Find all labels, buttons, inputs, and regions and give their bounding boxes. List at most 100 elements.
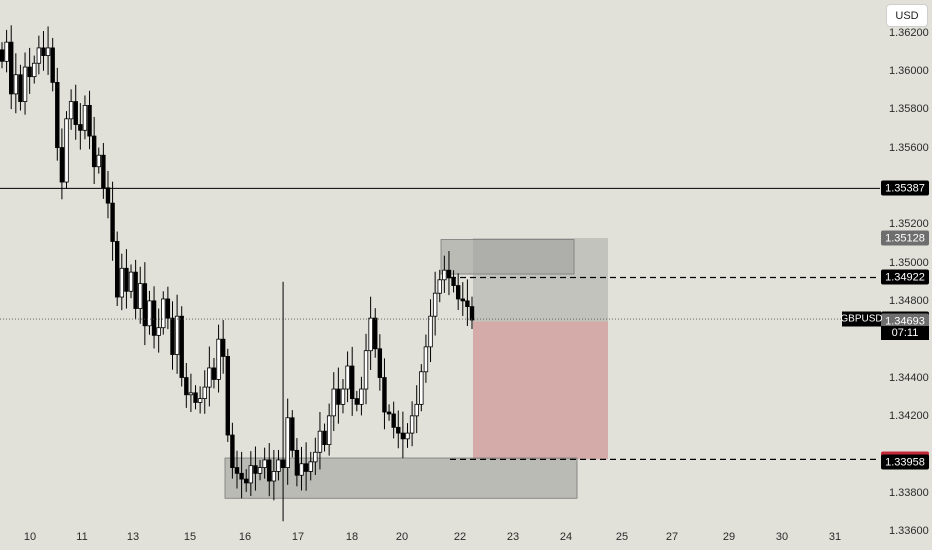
candle[interactable] xyxy=(428,299,433,363)
candle[interactable] xyxy=(276,449,281,481)
candle[interactable] xyxy=(409,401,415,447)
candle[interactable] xyxy=(124,249,129,309)
candle[interactable] xyxy=(82,95,88,140)
candle[interactable] xyxy=(465,279,470,326)
candle[interactable] xyxy=(41,31,46,71)
candle[interactable] xyxy=(64,111,69,189)
candle[interactable] xyxy=(469,296,475,330)
candle[interactable] xyxy=(271,449,277,501)
candle[interactable] xyxy=(193,385,198,410)
candle[interactable] xyxy=(78,103,83,150)
candle[interactable] xyxy=(290,410,295,458)
candle[interactable] xyxy=(340,379,346,414)
candle[interactable] xyxy=(128,264,134,299)
candle[interactable] xyxy=(220,320,226,374)
candle[interactable] xyxy=(138,266,143,324)
candle[interactable] xyxy=(9,25,14,110)
candle[interactable] xyxy=(382,358,387,430)
candle[interactable] xyxy=(377,334,383,391)
candle[interactable] xyxy=(244,469,249,492)
candle[interactable] xyxy=(96,147,101,174)
candle[interactable] xyxy=(303,442,309,491)
candle[interactable] xyxy=(257,459,263,481)
candle[interactable] xyxy=(234,450,240,489)
candle[interactable] xyxy=(396,410,401,449)
candle[interactable] xyxy=(151,286,157,349)
candle[interactable] xyxy=(262,447,267,479)
candle[interactable] xyxy=(373,308,378,358)
candle[interactable] xyxy=(446,251,452,296)
candle[interactable] xyxy=(156,308,161,353)
candle[interactable] xyxy=(331,372,336,432)
candle[interactable] xyxy=(419,364,424,412)
candle[interactable] xyxy=(230,422,235,479)
candle[interactable] xyxy=(188,373,194,413)
candle[interactable] xyxy=(336,367,341,424)
candle[interactable] xyxy=(59,128,65,200)
candle[interactable] xyxy=(285,398,290,485)
candle[interactable] xyxy=(211,357,217,389)
candle[interactable] xyxy=(216,324,221,393)
candle[interactable] xyxy=(359,376,364,416)
candle[interactable] xyxy=(170,301,175,370)
candle[interactable] xyxy=(73,84,78,140)
candle[interactable] xyxy=(114,231,120,307)
candle[interactable] xyxy=(165,286,171,330)
candle[interactable] xyxy=(161,291,166,335)
candle[interactable] xyxy=(105,170,111,219)
candle[interactable] xyxy=(405,423,410,448)
candle[interactable] xyxy=(239,451,244,499)
candle[interactable] xyxy=(202,370,207,414)
candle[interactable] xyxy=(36,35,42,75)
candle[interactable] xyxy=(354,390,360,412)
candle[interactable] xyxy=(437,269,442,303)
candle[interactable] xyxy=(22,52,28,115)
candle[interactable] xyxy=(32,55,37,84)
candle[interactable] xyxy=(326,403,332,456)
candle[interactable] xyxy=(142,262,148,346)
candle[interactable] xyxy=(4,29,9,73)
candle[interactable] xyxy=(455,273,461,310)
candle[interactable] xyxy=(368,296,373,371)
candle[interactable] xyxy=(322,423,327,452)
currency-button[interactable]: USD xyxy=(886,4,928,27)
candle[interactable] xyxy=(317,412,323,470)
candle[interactable] xyxy=(460,282,465,317)
candle[interactable] xyxy=(207,346,212,407)
candle[interactable] xyxy=(45,26,51,75)
demand-zone[interactable] xyxy=(224,457,578,499)
candle[interactable] xyxy=(119,253,125,311)
candle[interactable] xyxy=(179,306,184,387)
candle[interactable] xyxy=(174,294,180,374)
candle[interactable] xyxy=(13,53,19,114)
candle[interactable] xyxy=(68,89,74,130)
candle[interactable] xyxy=(294,438,300,487)
candle[interactable] xyxy=(147,290,152,335)
candle[interactable] xyxy=(423,334,429,383)
candle[interactable] xyxy=(87,90,92,150)
candle[interactable] xyxy=(308,451,313,481)
candle[interactable] xyxy=(225,348,230,442)
candle[interactable] xyxy=(110,181,115,261)
candle[interactable] xyxy=(386,404,392,421)
candle[interactable] xyxy=(363,333,369,405)
candle[interactable] xyxy=(414,385,419,434)
candle[interactable] xyxy=(345,351,350,403)
stop-loss-zone[interactable] xyxy=(473,321,608,460)
candle[interactable] xyxy=(391,401,396,439)
candle[interactable] xyxy=(349,346,355,416)
candle[interactable] xyxy=(267,443,272,497)
candle[interactable] xyxy=(400,411,406,459)
candle[interactable] xyxy=(18,64,23,111)
candle[interactable] xyxy=(133,259,138,320)
candle[interactable] xyxy=(27,47,32,94)
candle[interactable] xyxy=(253,446,258,491)
candle[interactable] xyxy=(101,142,106,199)
supply-zone[interactable] xyxy=(440,239,575,275)
candle[interactable] xyxy=(50,37,55,92)
candle[interactable] xyxy=(313,437,318,475)
candle[interactable] xyxy=(299,446,304,491)
candle[interactable] xyxy=(197,386,203,414)
candle[interactable] xyxy=(442,255,447,293)
